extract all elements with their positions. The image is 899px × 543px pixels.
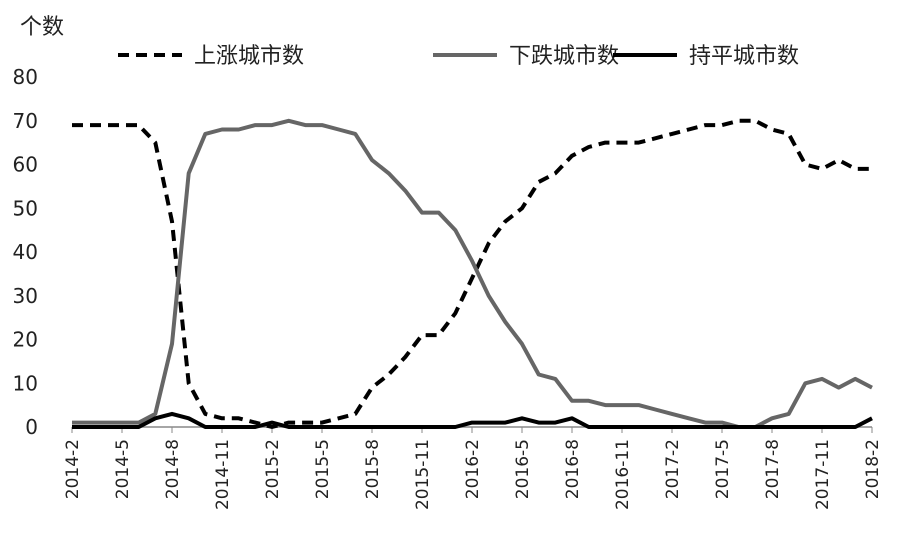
x-tick-label: 2014-11 bbox=[213, 439, 233, 510]
y-tick-label: 0 bbox=[25, 415, 38, 439]
x-tick-label: 2016-11 bbox=[613, 439, 633, 510]
x-tick-label: 2015-8 bbox=[363, 439, 383, 499]
x-tick-label: 2017-11 bbox=[813, 439, 833, 510]
y-axis-title: 个数 bbox=[20, 15, 64, 40]
x-tick-label: 2017-5 bbox=[713, 439, 733, 499]
x-tick-label: 2016-2 bbox=[463, 439, 483, 499]
y-tick-label: 50 bbox=[13, 196, 38, 220]
x-tick-label: 2016-8 bbox=[563, 439, 583, 499]
series-line-3 bbox=[72, 411, 873, 429]
x-tick-label: 2018-2 bbox=[863, 439, 883, 499]
x-axis: 2014-2 2014-5 2014-8 2014-11 2015-2 2015-5 201… bbox=[63, 426, 883, 510]
y-tick-label: 30 bbox=[13, 284, 38, 308]
x-tick-label: 2015-2 bbox=[263, 439, 283, 499]
legend-label: 上涨城市数 bbox=[194, 44, 304, 69]
x-tick-label: 2014-2 bbox=[63, 439, 83, 499]
legend-label: 下跌城市数 bbox=[509, 44, 619, 69]
series-layer bbox=[72, 118, 873, 429]
x-tick-label: 2017-8 bbox=[763, 439, 783, 499]
legend-label: 持平城市数 bbox=[689, 44, 799, 69]
y-tick-label: 70 bbox=[13, 109, 38, 133]
y-tick-label: 80 bbox=[13, 65, 38, 89]
x-tick-label: 2017-2 bbox=[663, 439, 683, 499]
y-tick-label: 10 bbox=[13, 371, 38, 395]
x-tick-label: 2014-8 bbox=[163, 439, 183, 499]
x-tick-label: 2014-5 bbox=[113, 439, 133, 499]
y-tick-label: 20 bbox=[13, 328, 38, 352]
y-tick-label: 60 bbox=[13, 153, 38, 177]
x-tick-label: 2016-5 bbox=[513, 439, 533, 499]
series-line-1 bbox=[72, 118, 872, 429]
x-tick-label: 2015-11 bbox=[413, 439, 433, 510]
x-tick-label: 2015-5 bbox=[313, 439, 333, 499]
legend: 上涨城市数 下跌城市数 持平城市数 bbox=[118, 44, 799, 69]
y-tick-label: 40 bbox=[13, 240, 38, 264]
series-line-2 bbox=[72, 118, 873, 429]
y-axis: 0 10 20 30 40 50 60 70 80 bbox=[13, 65, 38, 439]
